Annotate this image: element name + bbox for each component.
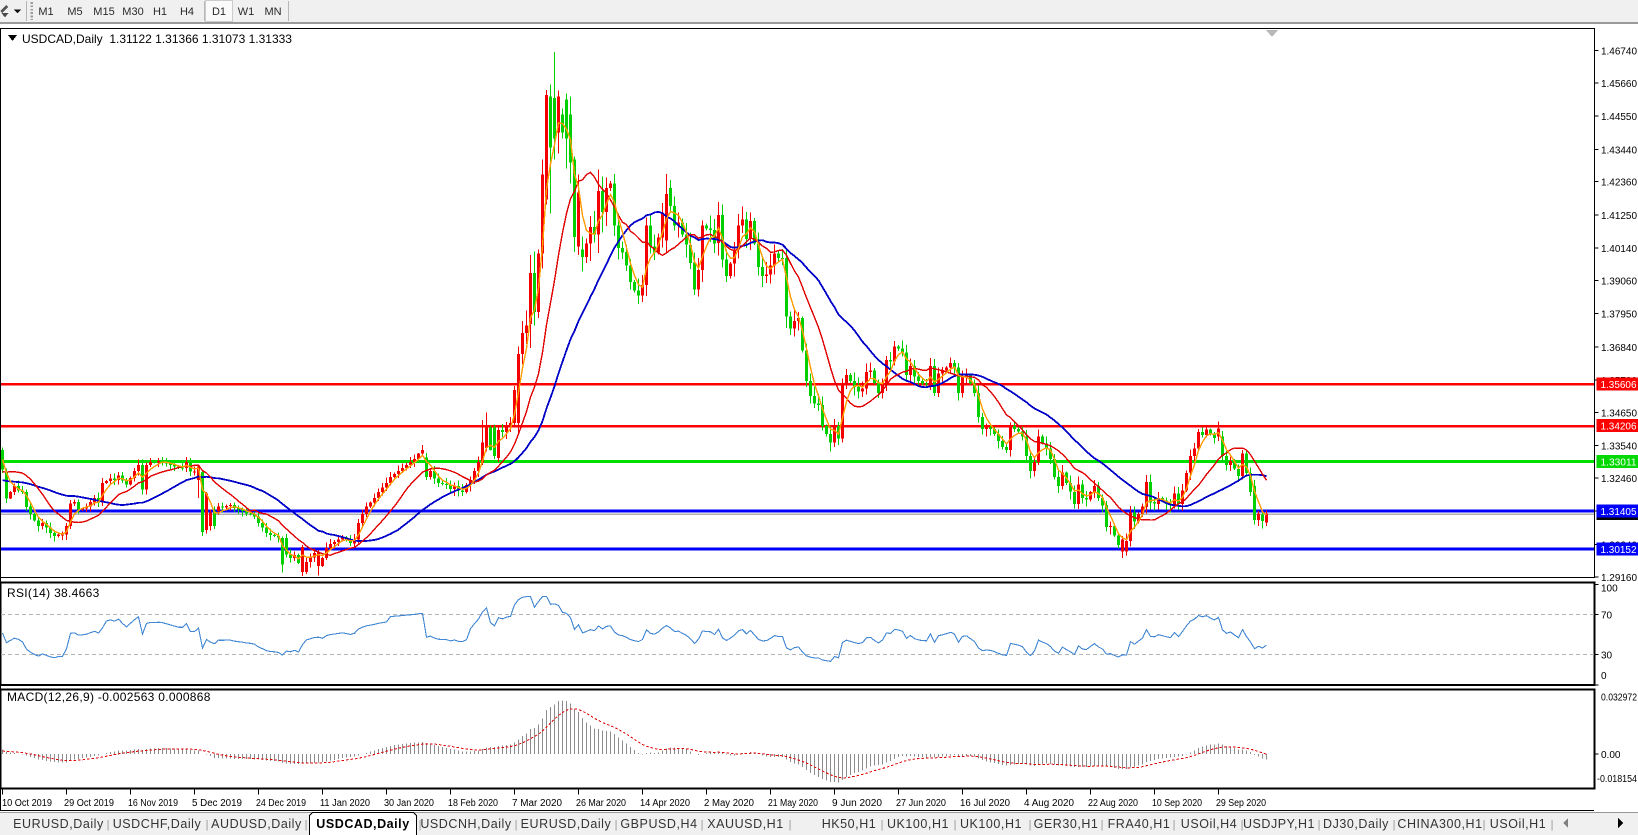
svg-text:|: | [1241,819,1244,831]
svg-text:2 May 2020: 2 May 2020 [704,798,754,809]
svg-text:1.33540: 1.33540 [1601,442,1637,453]
svg-text:1.34206: 1.34206 [1601,422,1637,433]
svg-text:-0.018154: -0.018154 [1597,774,1637,785]
svg-text:1.42360: 1.42360 [1601,178,1637,189]
svg-text:H4: H4 [180,6,194,18]
svg-text:27 Jun 2020: 27 Jun 2020 [896,798,946,809]
svg-text:M15: M15 [93,6,114,18]
svg-text:1.44550: 1.44550 [1601,112,1637,123]
svg-text:30 Jan 2020: 30 Jan 2020 [384,798,434,809]
svg-text:9 Jun 2020: 9 Jun 2020 [832,798,882,809]
svg-text:XAUUSD,H1: XAUUSD,H1 [707,817,784,831]
svg-text:22 Aug 2020: 22 Aug 2020 [1088,798,1138,809]
svg-text:M1: M1 [38,6,53,18]
svg-text:1.32460: 1.32460 [1601,474,1637,485]
svg-text:26 Mar 2020: 26 Mar 2020 [576,798,626,809]
svg-text:24 Dec 2019: 24 Dec 2019 [256,798,306,809]
svg-text:H1: H1 [153,6,167,18]
svg-text:USDCAD,Daily: USDCAD,Daily [316,817,409,831]
svg-text:1.35606: 1.35606 [1601,380,1637,391]
svg-text:70: 70 [1601,611,1613,622]
svg-text:M5: M5 [67,6,82,18]
svg-text:USOil,H1: USOil,H1 [1490,817,1547,831]
svg-text:FRA40,H1: FRA40,H1 [1108,817,1171,831]
svg-text:GER30,H1: GER30,H1 [1034,817,1099,831]
svg-text:1.34650: 1.34650 [1601,408,1637,419]
svg-text:10 Sep 2020: 10 Sep 2020 [1152,798,1202,809]
svg-text:1.33011: 1.33011 [1601,458,1637,469]
svg-text:16 Nov 2019: 16 Nov 2019 [128,798,178,809]
svg-text:DJ30,Daily: DJ30,Daily [1323,817,1389,831]
svg-text:|: | [206,819,209,831]
svg-text:|: | [881,819,884,831]
svg-text:1.43440: 1.43440 [1601,145,1637,156]
svg-text:D1: D1 [212,6,226,18]
svg-text:GBPUSD,H4: GBPUSD,H4 [620,817,697,831]
svg-text:|: | [419,819,422,831]
svg-text:|: | [1551,819,1554,831]
svg-text:100: 100 [1601,584,1618,595]
svg-text:1.30152: 1.30152 [1601,545,1637,556]
svg-text:21 May 2020: 21 May 2020 [768,798,818,809]
svg-text:|: | [1393,819,1396,831]
svg-text:0.00: 0.00 [1601,750,1621,761]
svg-text:29 Sep 2020: 29 Sep 2020 [1216,798,1266,809]
svg-text:|: | [1029,819,1032,831]
svg-text:|: | [1318,819,1321,831]
svg-text:1.46740: 1.46740 [1601,47,1637,58]
svg-text:USDCHF,Daily: USDCHF,Daily [113,817,202,831]
svg-text:MN: MN [264,6,281,18]
svg-text:1.37950: 1.37950 [1601,310,1637,321]
svg-text:29 Oct 2019: 29 Oct 2019 [64,798,114,809]
svg-text:1.31405: 1.31405 [1601,507,1637,518]
svg-text:1.39060: 1.39060 [1601,276,1637,287]
svg-text:1.40140: 1.40140 [1601,244,1637,255]
svg-text:|: | [789,819,792,831]
svg-text:USOil,H4: USOil,H4 [1181,817,1238,831]
svg-text:16 Jul 2020: 16 Jul 2020 [960,798,1010,809]
svg-text:0.032972: 0.032972 [1601,693,1637,704]
svg-text:11 Jan 2020: 11 Jan 2020 [320,798,370,809]
svg-text:USDCAD,Daily 1.31122 1.31366: USDCAD,Daily 1.31122 1.31366 1.31073 1.3… [22,32,292,46]
svg-text:1.45660: 1.45660 [1601,79,1637,90]
svg-text:10 Oct 2019: 10 Oct 2019 [2,798,52,809]
svg-text:MACD(12,26,9) -0.002563 0.0008: MACD(12,26,9) -0.002563 0.000868 [7,690,211,704]
svg-text:|: | [954,819,957,831]
svg-text:|: | [107,819,110,831]
svg-text:7 Mar 2020: 7 Mar 2020 [512,798,562,809]
svg-text:1.41250: 1.41250 [1601,211,1637,222]
svg-text:|: | [1483,819,1486,831]
svg-text:USDCNH,Daily: USDCNH,Daily [420,817,512,831]
svg-text:UK100,H1: UK100,H1 [960,817,1022,831]
svg-text:4 Aug 2020: 4 Aug 2020 [1024,798,1074,809]
svg-text:1.29160: 1.29160 [1601,573,1637,584]
svg-text:14 Apr 2020: 14 Apr 2020 [640,798,690,809]
svg-text:M30: M30 [122,6,143,18]
svg-text:CHINA300,H1: CHINA300,H1 [1397,817,1482,831]
svg-text:HK50,H1: HK50,H1 [822,817,877,831]
svg-text:|: | [515,819,518,831]
svg-text:USDJPY,H1: USDJPY,H1 [1243,817,1315,831]
svg-text:|: | [1173,819,1176,831]
svg-text:RSI(14) 38.4663: RSI(14) 38.4663 [7,586,100,600]
svg-text:UK100,H1: UK100,H1 [887,817,949,831]
svg-text:0: 0 [1601,671,1607,682]
svg-text:|: | [701,819,704,831]
svg-text:W1: W1 [238,6,255,18]
svg-text:30: 30 [1601,651,1613,662]
svg-text:5 Dec 2019: 5 Dec 2019 [192,798,242,809]
svg-text:AUDUSD,Daily: AUDUSD,Daily [211,817,302,831]
svg-text:|: | [615,819,618,831]
svg-text:EURUSD,Daily: EURUSD,Daily [521,817,612,831]
svg-text:|: | [1101,819,1104,831]
svg-text:EURUSD,Daily: EURUSD,Daily [13,817,104,831]
svg-text:|: | [305,819,308,831]
svg-text:1.36840: 1.36840 [1601,343,1637,354]
svg-text:18 Feb 2020: 18 Feb 2020 [448,798,498,809]
